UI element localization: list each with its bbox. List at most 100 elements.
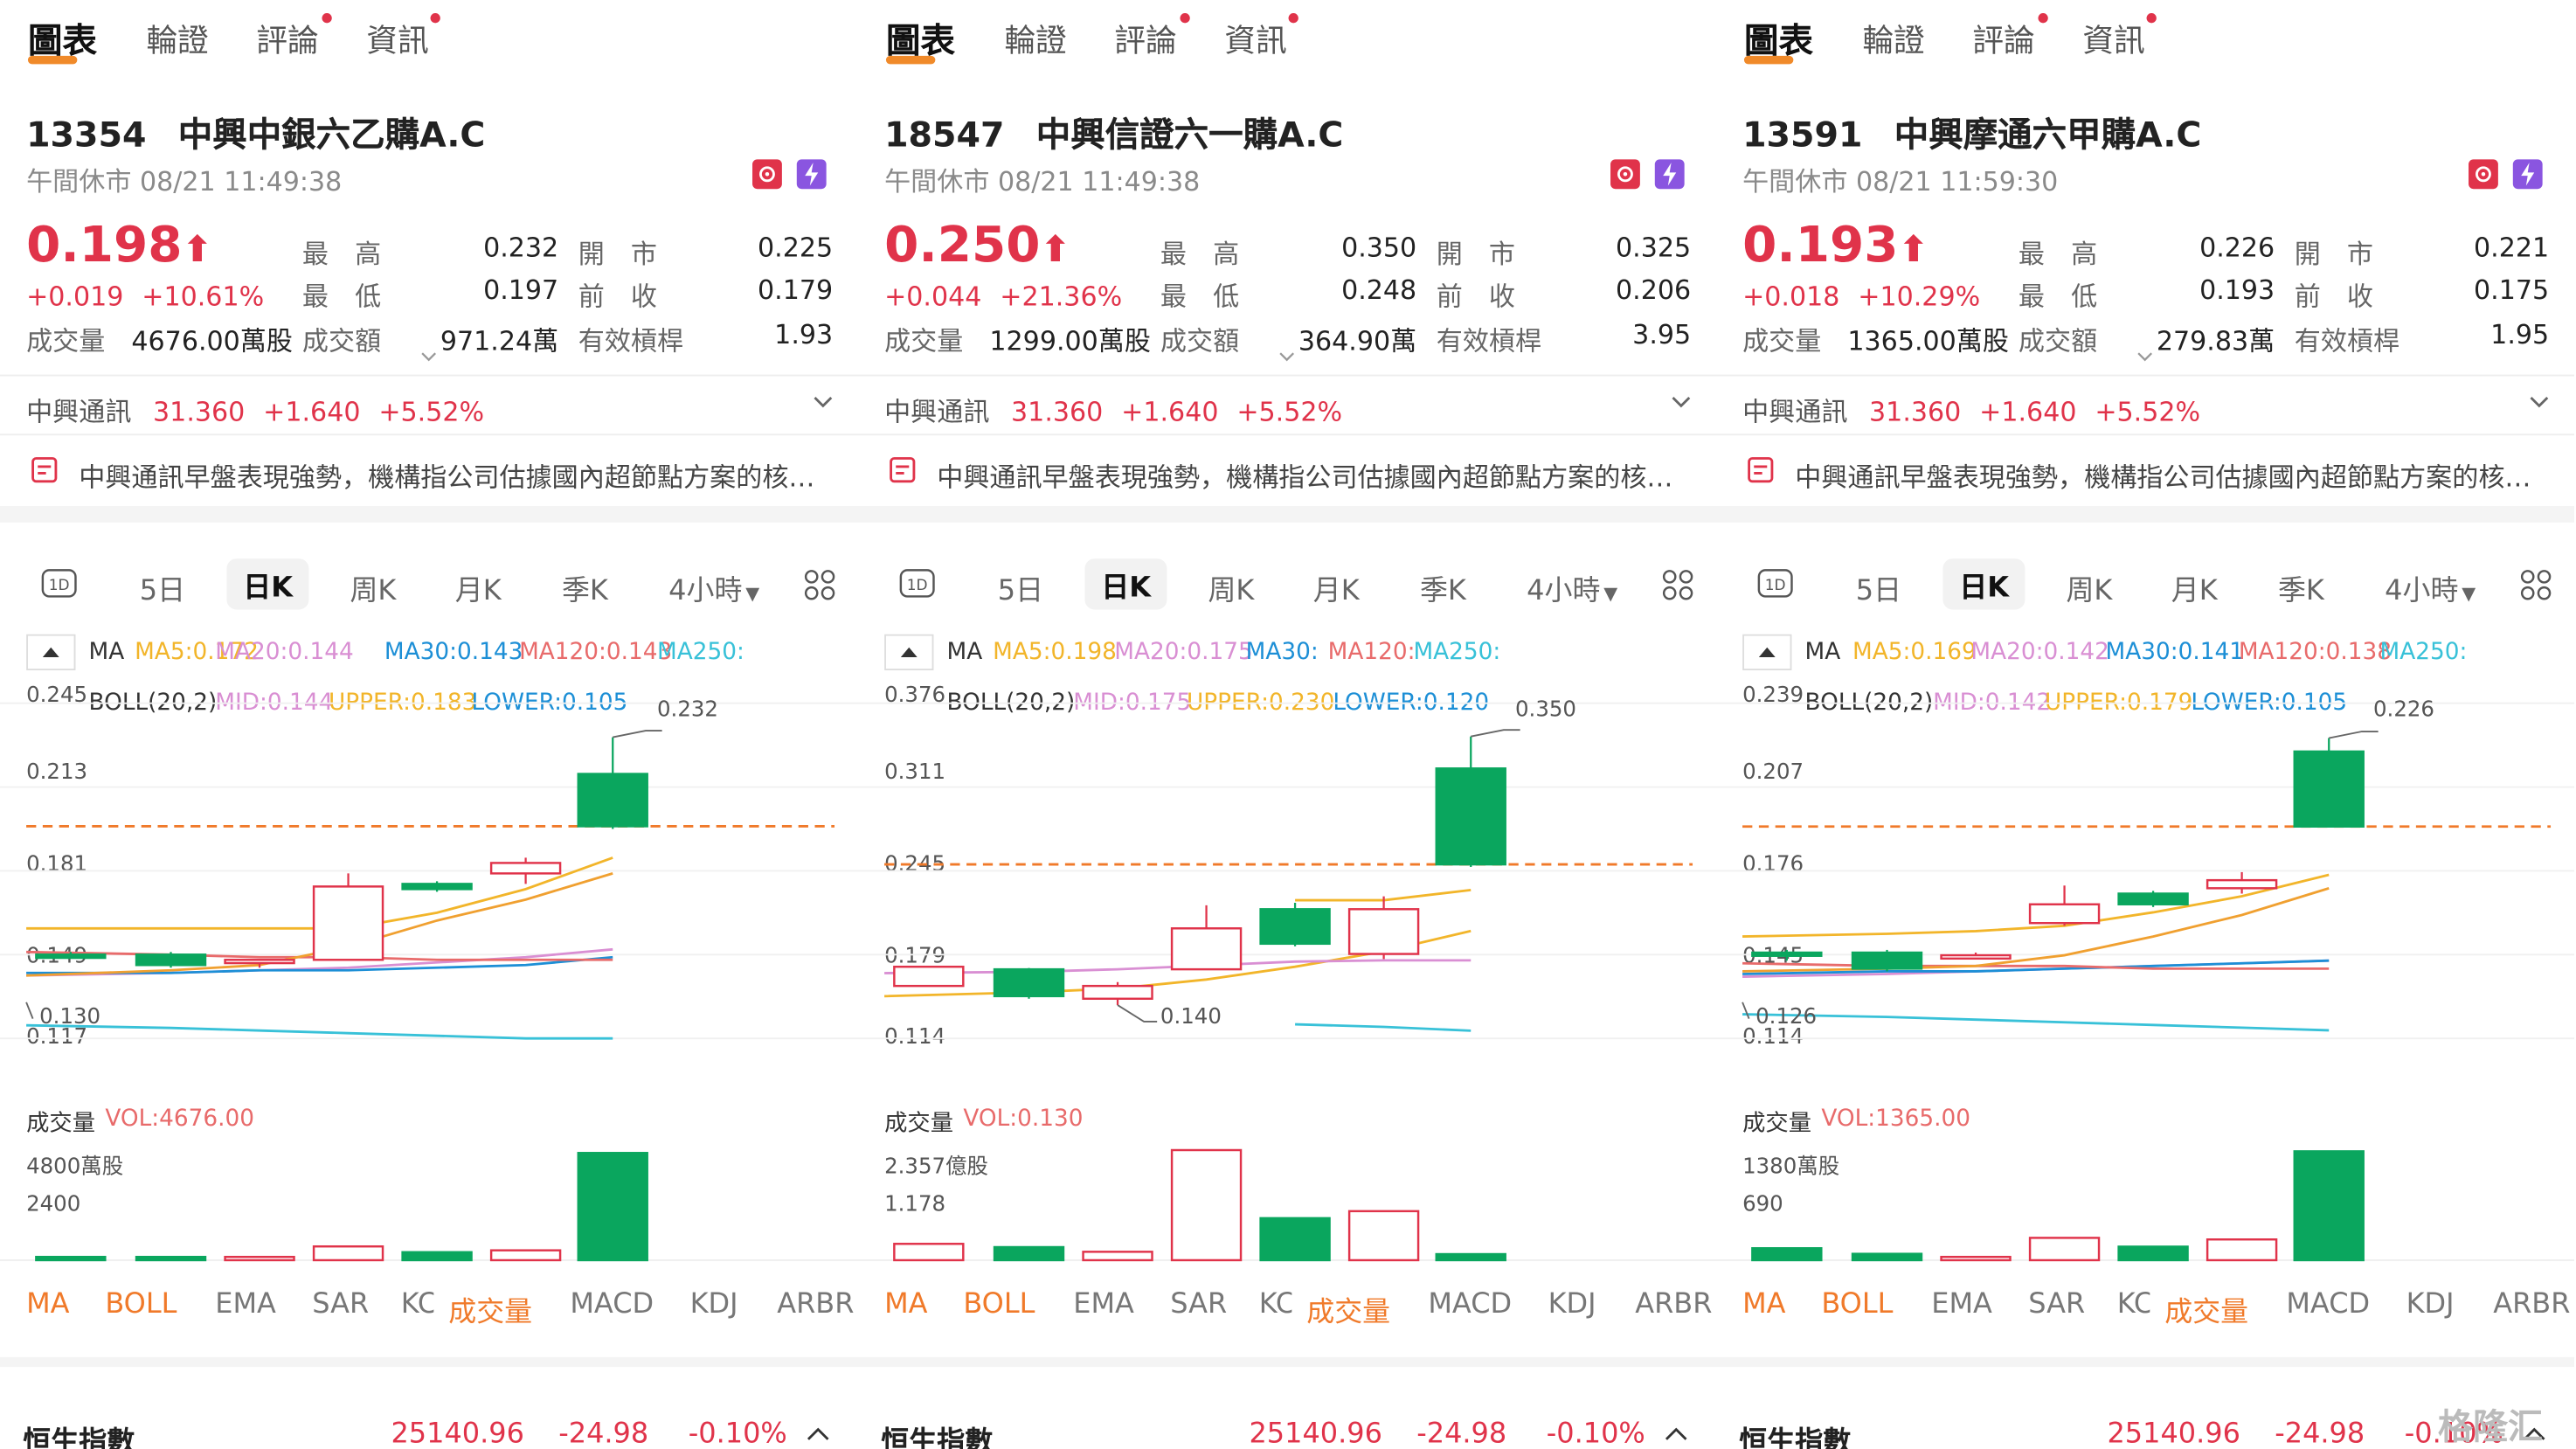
- tab-warrants[interactable]: 輪證: [1004, 23, 1067, 59]
- indicator-kdj[interactable]: KDJ: [1548, 1287, 1596, 1321]
- volume-chart[interactable]: [0, 1142, 858, 1265]
- candlestick-chart[interactable]: [0, 690, 858, 1052]
- indicator-kc[interactable]: KC: [1258, 1287, 1292, 1321]
- chevron-up-icon[interactable]: [2523, 1426, 2545, 1443]
- indicator-kc[interactable]: KC: [2116, 1287, 2150, 1321]
- grid-menu-icon[interactable]: [1661, 568, 1694, 601]
- indicator-macd[interactable]: MACD: [1428, 1287, 1513, 1321]
- tab-quarterly-k[interactable]: 季K: [561, 575, 608, 608]
- indicator-ema[interactable]: EMA: [1073, 1287, 1134, 1321]
- tab-chart[interactable]: 圖表: [27, 21, 97, 61]
- indicator-kdj[interactable]: KDJ: [2406, 1287, 2455, 1321]
- chevron-down-icon[interactable]: [1672, 394, 1692, 411]
- indicator-sar[interactable]: SAR: [2028, 1287, 2086, 1321]
- divider: [0, 433, 858, 436]
- tab-daily-k[interactable]: 日K: [1084, 558, 1167, 610]
- label-prev-close: 前 收: [1436, 281, 1516, 313]
- indicator-boll[interactable]: BOLL: [963, 1287, 1035, 1321]
- chevron-up-icon[interactable]: [807, 1426, 829, 1443]
- tab-news[interactable]: 資訊: [1224, 23, 1287, 59]
- tab-comments[interactable]: 評論: [1114, 23, 1177, 59]
- lightning-icon[interactable]: [1654, 159, 1685, 190]
- volume-chart[interactable]: [1716, 1142, 2574, 1265]
- hk-flag-icon[interactable]: [1610, 159, 1640, 190]
- indicator-ma[interactable]: MA: [26, 1287, 70, 1321]
- indicator-ma[interactable]: MA: [1742, 1287, 1786, 1321]
- tab-5day[interactable]: 5日: [997, 575, 1044, 608]
- one-day-icon[interactable]: 1D: [899, 568, 935, 598]
- lightning-icon[interactable]: [2512, 159, 2543, 190]
- grid-menu-icon[interactable]: [803, 568, 836, 601]
- indicator-ema[interactable]: EMA: [1931, 1287, 1992, 1321]
- chevron-up-icon[interactable]: [1665, 1426, 1687, 1443]
- tab-5day[interactable]: 5日: [1855, 575, 1902, 608]
- indicator-arbr[interactable]: ARBR: [2493, 1287, 2571, 1321]
- tab-monthly-k[interactable]: 月K: [1312, 575, 1360, 608]
- indicator-arbr[interactable]: ARBR: [777, 1287, 855, 1321]
- one-day-icon[interactable]: 1D: [1757, 568, 1793, 598]
- hk-flag-icon[interactable]: [2469, 159, 2498, 190]
- candlestick-chart[interactable]: [858, 690, 1716, 1052]
- index-name[interactable]: 恒生指數: [881, 1425, 994, 1449]
- tab-weekly-k[interactable]: 周K: [1208, 575, 1255, 608]
- indicator-volume[interactable]: 成交量: [448, 1296, 533, 1329]
- lightning-icon[interactable]: [796, 159, 827, 190]
- tab-4hour[interactable]: 4小時 ▼: [2385, 575, 2476, 608]
- tab-news[interactable]: 資訊: [2082, 23, 2145, 59]
- tab-comments[interactable]: 評論: [1972, 23, 2035, 59]
- grid-menu-icon[interactable]: [2519, 568, 2552, 601]
- tab-news[interactable]: 資訊: [366, 23, 429, 59]
- tab-comments[interactable]: 評論: [256, 23, 319, 59]
- indicator-macd[interactable]: MACD: [2286, 1287, 2371, 1321]
- tab-chart[interactable]: 圖表: [1743, 21, 1813, 61]
- volume-chart[interactable]: [858, 1142, 1716, 1265]
- chevron-down-icon[interactable]: [2530, 394, 2550, 411]
- underlying-row[interactable]: 中興通訊 31.360 +1.640 +5.52%: [26, 390, 484, 429]
- one-day-icon[interactable]: 1D: [41, 568, 77, 598]
- expand-chevron-icon[interactable]: [2136, 351, 2153, 364]
- index-name[interactable]: 恒生指數: [1739, 1425, 1852, 1449]
- tab-quarterly-k[interactable]: 季K: [2277, 575, 2324, 608]
- low-marker-label: 0.126: [1755, 1005, 1818, 1030]
- indicator-ema[interactable]: EMA: [215, 1287, 276, 1321]
- tab-5day[interactable]: 5日: [139, 575, 186, 608]
- indicator-boll[interactable]: BOLL: [1821, 1287, 1894, 1321]
- tab-monthly-k[interactable]: 月K: [2171, 575, 2218, 608]
- indicator-volume[interactable]: 成交量: [1306, 1296, 1391, 1329]
- index-name[interactable]: 恒生指數: [23, 1425, 135, 1449]
- indicator-kdj[interactable]: KDJ: [689, 1287, 738, 1321]
- expand-chevron-icon[interactable]: [420, 351, 437, 364]
- chevron-down-icon[interactable]: [814, 394, 834, 411]
- tab-weekly-k[interactable]: 周K: [2066, 575, 2113, 608]
- tab-warrants[interactable]: 輪證: [1862, 23, 1925, 59]
- underlying-row[interactable]: 中興通訊 31.360 +1.640 +5.52%: [884, 390, 1342, 429]
- tab-monthly-k[interactable]: 月K: [454, 575, 502, 608]
- collapse-up-icon[interactable]: [884, 634, 934, 671]
- news-headline[interactable]: 中興通訊早盤表現強勢，機構指公司估據國內超節點方案的核…: [79, 461, 815, 493]
- candlestick-chart[interactable]: [1716, 690, 2574, 1052]
- tab-chart[interactable]: 圖表: [885, 21, 955, 61]
- news-headline[interactable]: 中興通訊早盤表現強勢，機構指公司估據國內超節點方案的核…: [937, 461, 1673, 493]
- indicator-sar[interactable]: SAR: [312, 1287, 370, 1321]
- tab-daily-k[interactable]: 日K: [226, 558, 309, 610]
- tab-4hour[interactable]: 4小時 ▼: [1527, 575, 1618, 608]
- indicator-volume[interactable]: 成交量: [2164, 1296, 2249, 1329]
- tab-4hour[interactable]: 4小時 ▼: [668, 575, 760, 608]
- indicator-boll[interactable]: BOLL: [105, 1287, 177, 1321]
- collapse-up-icon[interactable]: [1742, 634, 1792, 671]
- tab-warrants[interactable]: 輪證: [146, 23, 209, 59]
- indicator-kc[interactable]: KC: [400, 1287, 434, 1321]
- indicator-sar[interactable]: SAR: [1170, 1287, 1228, 1321]
- indicator-arbr[interactable]: ARBR: [1635, 1287, 1713, 1321]
- collapse-up-icon[interactable]: [26, 634, 76, 671]
- indicator-ma[interactable]: MA: [884, 1287, 928, 1321]
- indicator-macd[interactable]: MACD: [570, 1287, 654, 1321]
- news-headline[interactable]: 中興通訊早盤表現強勢，機構指公司估據國內超節點方案的核…: [1795, 461, 2531, 493]
- active-tab-underline: [1743, 55, 1794, 65]
- expand-chevron-icon[interactable]: [1278, 351, 1295, 364]
- underlying-row[interactable]: 中興通訊 31.360 +1.640 +5.52%: [1742, 390, 2200, 429]
- hk-flag-icon[interactable]: [752, 159, 782, 190]
- tab-quarterly-k[interactable]: 季K: [1419, 575, 1466, 608]
- tab-weekly-k[interactable]: 周K: [350, 575, 397, 608]
- tab-daily-k[interactable]: 日K: [1942, 558, 2025, 610]
